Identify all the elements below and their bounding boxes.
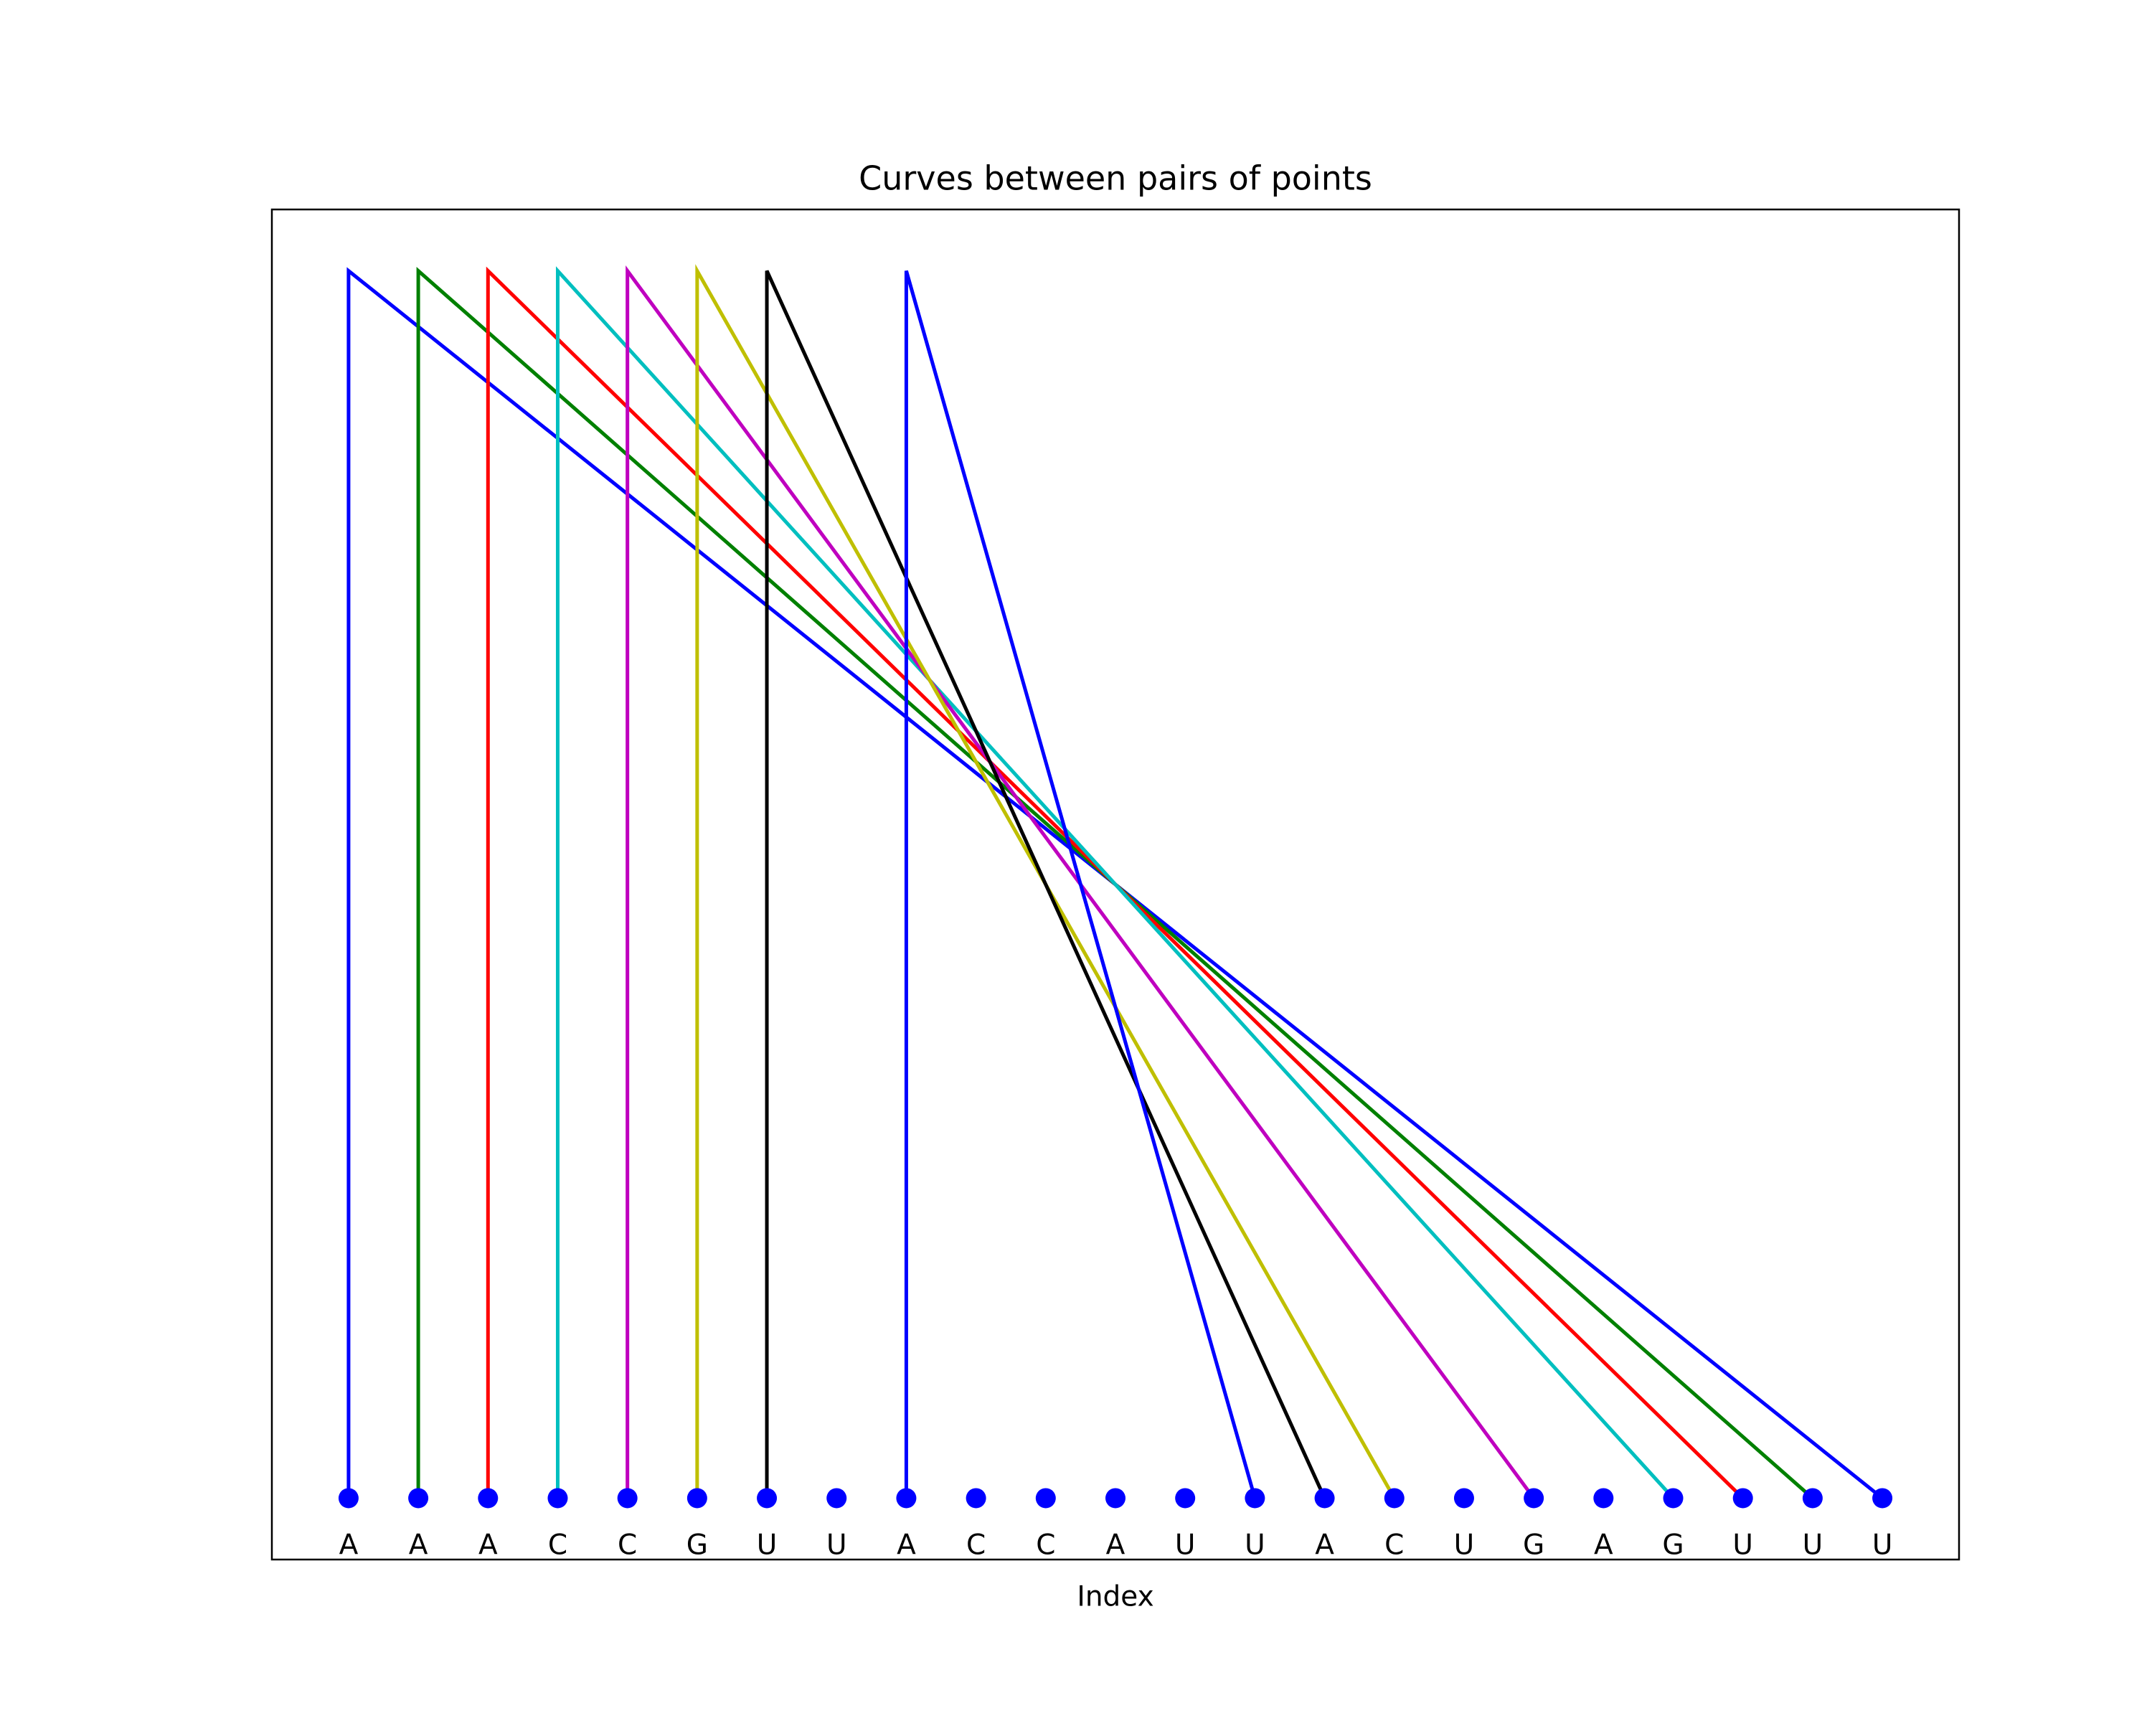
x-tick-label: A xyxy=(409,1529,428,1562)
x-tick-label: G xyxy=(1523,1529,1544,1562)
point xyxy=(896,1488,917,1509)
x-tick-label: U xyxy=(1454,1529,1475,1562)
point xyxy=(547,1488,568,1509)
point xyxy=(478,1488,499,1509)
x-tick-label: G xyxy=(686,1529,708,1562)
point xyxy=(1802,1488,1823,1509)
point xyxy=(1732,1488,1753,1509)
point xyxy=(1384,1488,1405,1509)
point xyxy=(1872,1488,1893,1509)
point xyxy=(1314,1488,1335,1509)
x-tick-label: C xyxy=(618,1529,637,1562)
point xyxy=(966,1488,986,1509)
pair-curve xyxy=(486,266,1745,1500)
plot-frame xyxy=(270,208,1960,1561)
x-tick-label: U xyxy=(826,1529,847,1562)
x-tick-label: U xyxy=(1732,1529,1753,1562)
point xyxy=(757,1488,778,1509)
pair-curve xyxy=(555,266,1675,1500)
point xyxy=(1245,1488,1265,1509)
pair-curve xyxy=(765,270,1326,1499)
point xyxy=(1593,1488,1614,1509)
x-tick-label: C xyxy=(966,1529,986,1562)
x-tick-label: G xyxy=(1662,1529,1684,1562)
x-tick-label: A xyxy=(1315,1529,1334,1562)
point xyxy=(1105,1488,1125,1509)
x-tick-label: U xyxy=(757,1529,778,1562)
x-tick-label: A xyxy=(897,1529,916,1562)
pair-curve xyxy=(626,265,1536,1499)
point xyxy=(1663,1488,1684,1509)
x-tick-label: C xyxy=(1036,1529,1055,1562)
point xyxy=(338,1488,359,1509)
point xyxy=(1453,1488,1474,1509)
point xyxy=(826,1488,847,1509)
pair-curve xyxy=(346,267,1884,1500)
point xyxy=(1524,1488,1544,1509)
x-tick-label: A xyxy=(478,1529,498,1562)
point xyxy=(617,1488,638,1509)
x-tick-label: A xyxy=(339,1529,359,1562)
point xyxy=(686,1488,707,1509)
point xyxy=(1035,1488,1056,1509)
x-tick-label: A xyxy=(1594,1529,1613,1562)
pair-curve xyxy=(904,270,1257,1499)
point xyxy=(1175,1488,1196,1509)
x-tick-label: U xyxy=(1872,1529,1893,1562)
pair-curve xyxy=(416,267,1814,1500)
x-tick-label: C xyxy=(548,1529,567,1562)
x-tick-label: U xyxy=(1245,1529,1265,1562)
x-axis-label: Index xyxy=(1077,1581,1153,1613)
pair-curve xyxy=(695,264,1396,1499)
x-tick-label: C xyxy=(1384,1529,1404,1562)
x-tick-label: U xyxy=(1175,1529,1196,1562)
x-tick-label: U xyxy=(1803,1529,1823,1562)
point xyxy=(408,1488,429,1509)
x-tick-label: A xyxy=(1106,1529,1125,1562)
chart-title: Curves between pairs of points xyxy=(859,159,1372,198)
